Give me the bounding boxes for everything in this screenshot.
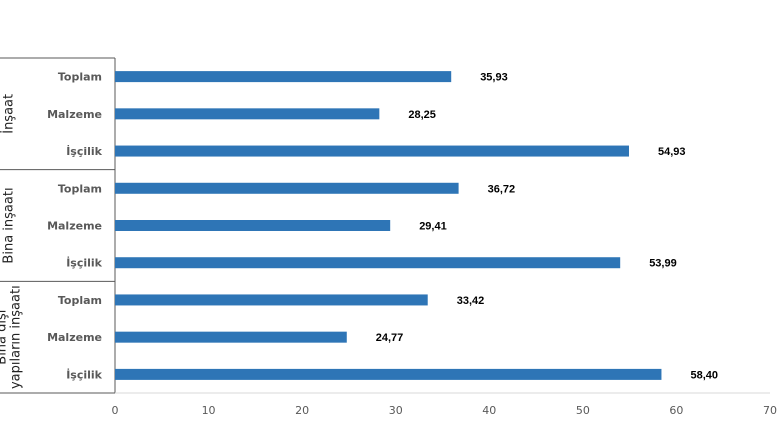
bar [115,294,428,306]
x-tick-label: 60 [669,404,683,417]
category-label: Malzeme [47,108,102,121]
data-label: 54,93 [658,146,686,158]
data-label: 29,41 [419,221,447,233]
bars [115,71,662,380]
data-label: 33,42 [457,295,485,307]
category-label: Toplam [58,294,102,307]
data-label: 53,99 [649,258,677,270]
category-label: Toplam [58,71,102,84]
category-label: İşçilik [66,256,102,270]
category-label: İşçilik [66,367,102,381]
bar [115,145,629,157]
bar [115,71,452,83]
x-tick-label: 70 [763,404,777,417]
x-tick-label: 40 [482,404,496,417]
x-tick-label: 50 [576,404,590,417]
data-label: 28,25 [408,109,436,121]
bar [115,257,621,269]
group-label: yapıların inşaatı [9,285,24,389]
group-label: İnşaat [1,94,17,134]
category-label: Malzeme [47,331,102,344]
data-label: 36,72 [488,183,516,195]
category-label: Toplam [58,182,102,195]
x-tick-label: 0 [112,404,119,417]
data-label: 35,93 [480,72,508,84]
category-label: İşçilik [66,144,102,158]
axes: 0 10 20 30 40 50 60 70 [0,57,777,417]
labels: İnşaat Toplam 35,93 Malzeme 28,25 İşçilik 54,9… [0,71,718,389]
bar [115,220,391,231]
x-tick-label: 30 [389,404,403,417]
x-tick-label: 10 [202,404,216,417]
bar [115,331,347,343]
x-tick-label: 20 [295,404,309,417]
group-label: Bina dışı [0,310,10,365]
data-label: 24,77 [376,332,404,344]
bar [115,108,380,120]
group-label: Bina inşaatı [2,187,17,263]
bar [115,182,459,194]
bar [115,368,662,380]
category-label: Malzeme [47,220,102,233]
data-label: 58,40 [690,369,718,381]
